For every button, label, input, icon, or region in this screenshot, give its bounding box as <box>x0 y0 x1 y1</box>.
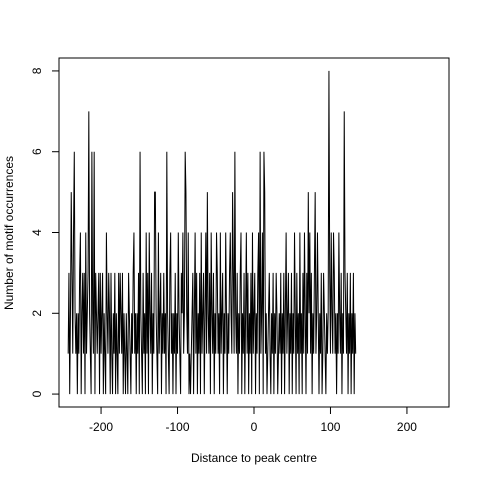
y-tick-label: 6 <box>30 148 44 155</box>
x-tick-label: 0 <box>251 420 258 434</box>
x-tick-label: 100 <box>320 420 340 434</box>
y-tick-label: 4 <box>30 229 44 236</box>
y-axis-title: Number of motif occurrences <box>2 156 16 310</box>
y-axis: 0 2 4 6 8 <box>30 67 60 397</box>
y-tick-label: 0 <box>30 390 44 397</box>
y-tick-label: 8 <box>30 67 44 74</box>
x-axis: -200 -100 0 100 200 <box>89 406 417 434</box>
x-tick-label: -200 <box>89 420 113 434</box>
y-tick-label: 2 <box>30 310 44 317</box>
plot-area <box>58 57 450 408</box>
x-tick-label: -100 <box>166 420 190 434</box>
x-tick-label: 200 <box>397 420 417 434</box>
x-axis-title: Distance to peak centre <box>191 451 317 465</box>
series-line <box>67 70 357 395</box>
